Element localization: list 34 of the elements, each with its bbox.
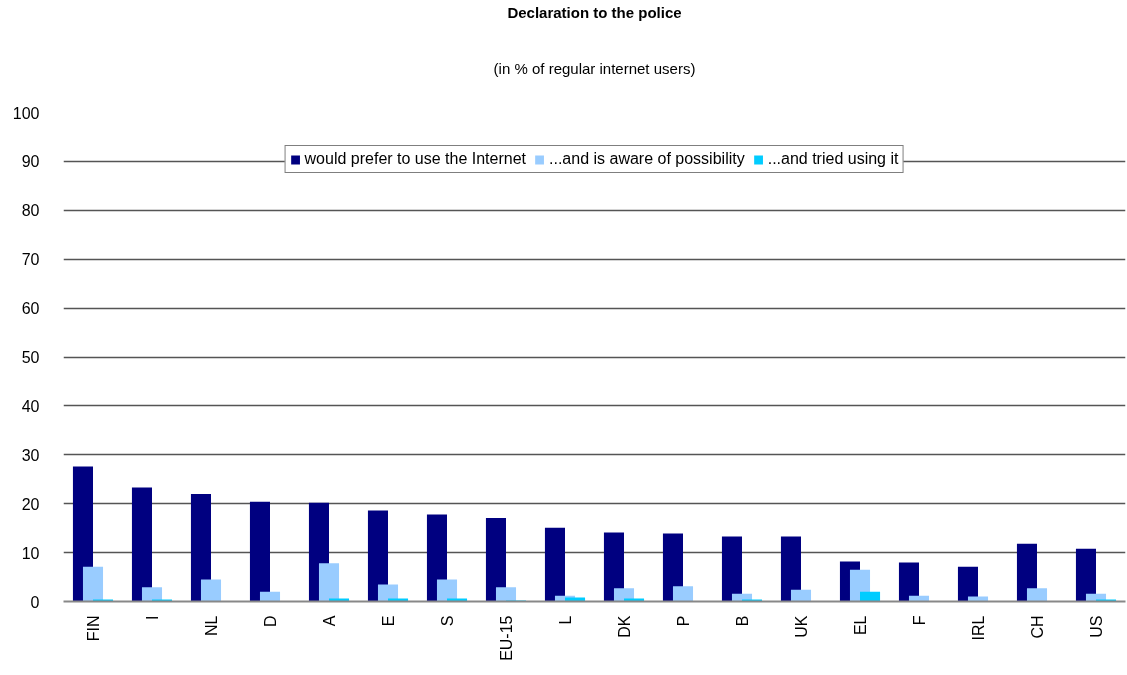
x-tick-label: E xyxy=(379,615,397,627)
y-tick-label: 80 xyxy=(21,202,40,220)
x-tick-label: I xyxy=(143,615,161,620)
y-tick-label: 70 xyxy=(21,251,40,269)
y-tick-label: 60 xyxy=(21,300,40,318)
x-tick-label: EL xyxy=(851,615,869,636)
legend-label: ...and is aware of possibility xyxy=(549,150,745,168)
x-tick-label: A xyxy=(320,615,338,627)
x-tick-label: NL xyxy=(202,615,220,636)
x-tick-label: P xyxy=(674,615,692,627)
y-tick-label: 0 xyxy=(30,593,40,611)
x-tick-label: UK xyxy=(792,615,810,638)
x-tick-label: DK xyxy=(615,615,633,638)
y-tick-label: 100 xyxy=(12,104,40,122)
x-tick-label: D xyxy=(261,615,279,628)
y-tick-label: 20 xyxy=(21,495,40,513)
chart-title: Declaration to the police xyxy=(507,3,682,21)
y-tick-label: 50 xyxy=(21,349,40,366)
x-tick-label: US xyxy=(1087,615,1105,638)
x-tick-label: IRL xyxy=(969,615,987,641)
x-tick-label: F xyxy=(910,615,928,626)
x-tick-label: CH xyxy=(1028,615,1046,639)
chart-subtitle: (in % of regular internet users) xyxy=(493,59,696,77)
x-tick-label: EU-15 xyxy=(497,615,515,661)
x-tick-label: FIN xyxy=(84,615,102,642)
y-tick-label: 40 xyxy=(21,397,40,415)
y-tick-label: 90 xyxy=(21,153,40,171)
legend-label: would prefer to use the Internet xyxy=(304,150,527,168)
x-tick-label: S xyxy=(438,615,456,627)
y-tick-label: 10 xyxy=(21,544,40,562)
x-tick-label: B xyxy=(733,615,751,627)
x-tick-label: L xyxy=(556,615,574,625)
y-tick-label: 30 xyxy=(21,446,40,464)
legend-label: ...and tried using it xyxy=(767,150,899,168)
